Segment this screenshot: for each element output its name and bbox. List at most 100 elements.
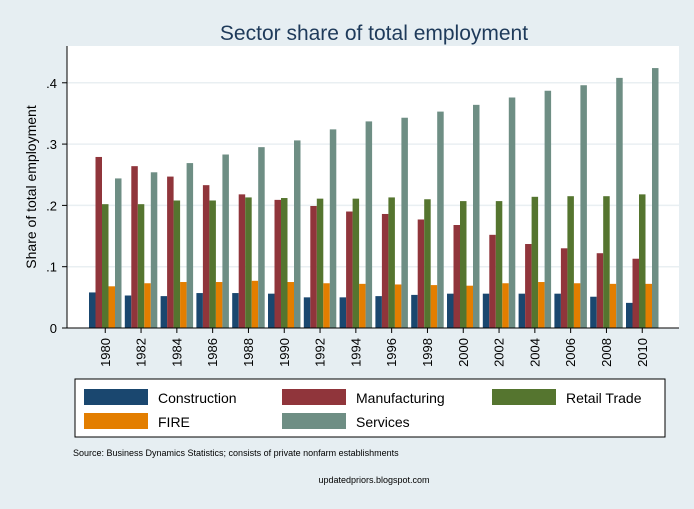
bar-fire-1984 bbox=[180, 282, 187, 328]
bar-fire-2010 bbox=[645, 283, 652, 328]
bar-construction-2000 bbox=[447, 293, 454, 328]
blog-caption: updatedpriors.blogspot.com bbox=[318, 475, 429, 485]
bar-construction-2004 bbox=[518, 293, 526, 328]
bar-services-2008 bbox=[616, 77, 623, 328]
bar-fire-1988 bbox=[251, 280, 259, 328]
bar-fire-2008 bbox=[609, 283, 617, 328]
x-tick-label: 1994 bbox=[348, 338, 363, 367]
bar-services-1992 bbox=[329, 129, 337, 328]
bar-services-1994 bbox=[365, 121, 373, 329]
bar-retail-trade-2010 bbox=[639, 194, 646, 328]
bar-construction-2002 bbox=[482, 293, 490, 328]
x-tick-label: 1988 bbox=[241, 338, 256, 367]
bar-retail-trade-1988 bbox=[245, 197, 252, 328]
bar-services-1998 bbox=[437, 111, 444, 328]
x-tick-label: 1992 bbox=[313, 338, 328, 367]
y-tick-label: .1 bbox=[46, 260, 57, 275]
bar-construction-1982 bbox=[124, 295, 132, 328]
legend-swatch-manufacturing bbox=[282, 389, 346, 405]
bar-retail-trade-1992 bbox=[316, 198, 324, 328]
y-tick-label: .4 bbox=[46, 76, 57, 91]
x-tick-label: 1996 bbox=[384, 338, 399, 367]
source-note: Source: Business Dynamics Statistics; co… bbox=[73, 448, 399, 458]
legend-label: Manufacturing bbox=[356, 390, 445, 406]
x-tick-label: 2010 bbox=[635, 338, 650, 367]
x-tick-label: 2000 bbox=[456, 338, 471, 367]
bar-retail-trade-1996 bbox=[388, 197, 395, 328]
bars bbox=[89, 68, 659, 329]
x-tick-label: 1998 bbox=[420, 338, 435, 367]
bar-fire-1986 bbox=[215, 282, 223, 328]
bar-services-2006 bbox=[580, 85, 587, 328]
legend-label: FIRE bbox=[158, 414, 190, 430]
bar-manufacturing-2008 bbox=[596, 253, 604, 328]
bar-construction-1984 bbox=[160, 296, 168, 328]
bar-manufacturing-2002 bbox=[489, 234, 496, 328]
x-tick-label: 2004 bbox=[527, 338, 542, 367]
bar-retail-trade-1980 bbox=[102, 204, 109, 328]
bar-manufacturing-2004 bbox=[525, 244, 532, 328]
bar-retail-trade-1990 bbox=[281, 198, 288, 328]
plot-area bbox=[67, 46, 679, 328]
bar-services-2004 bbox=[544, 90, 552, 328]
bar-retail-trade-1994 bbox=[352, 198, 360, 328]
bar-fire-1980 bbox=[108, 286, 115, 328]
bar-manufacturing-2010 bbox=[632, 258, 639, 328]
bar-fire-1998 bbox=[430, 285, 438, 328]
bar-construction-1990 bbox=[268, 293, 275, 328]
y-ticks: 0 .1 .2 .3 .4 bbox=[46, 76, 67, 336]
bar-services-1986 bbox=[222, 154, 229, 328]
y-tick-label: 0 bbox=[50, 321, 57, 336]
bar-fire-1994 bbox=[359, 283, 366, 328]
bar-construction-2006 bbox=[554, 293, 561, 328]
bar-fire-2006 bbox=[573, 283, 581, 328]
bar-retail-trade-1986 bbox=[209, 200, 216, 328]
bar-fire-2000 bbox=[466, 285, 473, 328]
bar-services-1990 bbox=[294, 140, 301, 328]
legend-swatch-services bbox=[282, 413, 346, 429]
bar-retail-trade-1982 bbox=[137, 204, 145, 328]
bar-construction-2008 bbox=[590, 296, 597, 328]
bar-services-1984 bbox=[186, 163, 194, 328]
legend-label: Retail Trade bbox=[566, 390, 642, 406]
bar-manufacturing-1998 bbox=[417, 219, 425, 328]
legend-label: Services bbox=[356, 414, 410, 430]
bar-services-2002 bbox=[508, 97, 516, 328]
legend-swatch-construction bbox=[84, 389, 148, 405]
legend-label: Construction bbox=[158, 390, 237, 406]
bar-services-1988 bbox=[258, 147, 265, 328]
legend: Construction Manufacturing Retail Trade FIR… bbox=[84, 389, 642, 430]
bar-construction-1992 bbox=[303, 297, 311, 328]
x-tick-label: 1980 bbox=[98, 338, 113, 367]
bar-manufacturing-1982 bbox=[131, 166, 138, 328]
x-tick-label: 1986 bbox=[205, 338, 220, 367]
bar-manufacturing-1992 bbox=[310, 206, 317, 328]
bar-fire-1990 bbox=[287, 282, 294, 328]
bar-fire-1992 bbox=[323, 283, 330, 328]
x-tick-label: 1984 bbox=[169, 338, 184, 367]
bar-retail-trade-2004 bbox=[531, 196, 539, 328]
bar-construction-1988 bbox=[232, 293, 239, 328]
x-ticks: 1980 1982 1984 1986 1988 1990 1992 1994 1996 1998… bbox=[98, 328, 650, 367]
x-tick-label: 2006 bbox=[563, 338, 578, 367]
bar-manufacturing-2000 bbox=[453, 225, 460, 328]
bar-manufacturing-1994 bbox=[346, 211, 353, 328]
bar-retail-trade-2006 bbox=[567, 196, 574, 328]
bar-manufacturing-1984 bbox=[167, 176, 174, 328]
bar-manufacturing-2006 bbox=[560, 248, 568, 328]
bar-construction-1998 bbox=[411, 294, 418, 328]
bar-services-2010 bbox=[652, 68, 659, 328]
bar-fire-2004 bbox=[538, 282, 545, 328]
bar-services-1996 bbox=[401, 117, 408, 328]
chart-title: Sector share of total employment bbox=[220, 22, 528, 45]
bar-services-1980 bbox=[115, 178, 122, 328]
bar-manufacturing-1980 bbox=[95, 156, 102, 328]
x-tick-label: 2008 bbox=[599, 338, 614, 367]
bar-manufacturing-1988 bbox=[238, 194, 246, 328]
bar-manufacturing-1986 bbox=[202, 185, 210, 328]
x-tick-label: 1990 bbox=[277, 338, 292, 367]
bar-services-1982 bbox=[150, 172, 158, 328]
bar-retail-trade-2002 bbox=[495, 201, 503, 328]
